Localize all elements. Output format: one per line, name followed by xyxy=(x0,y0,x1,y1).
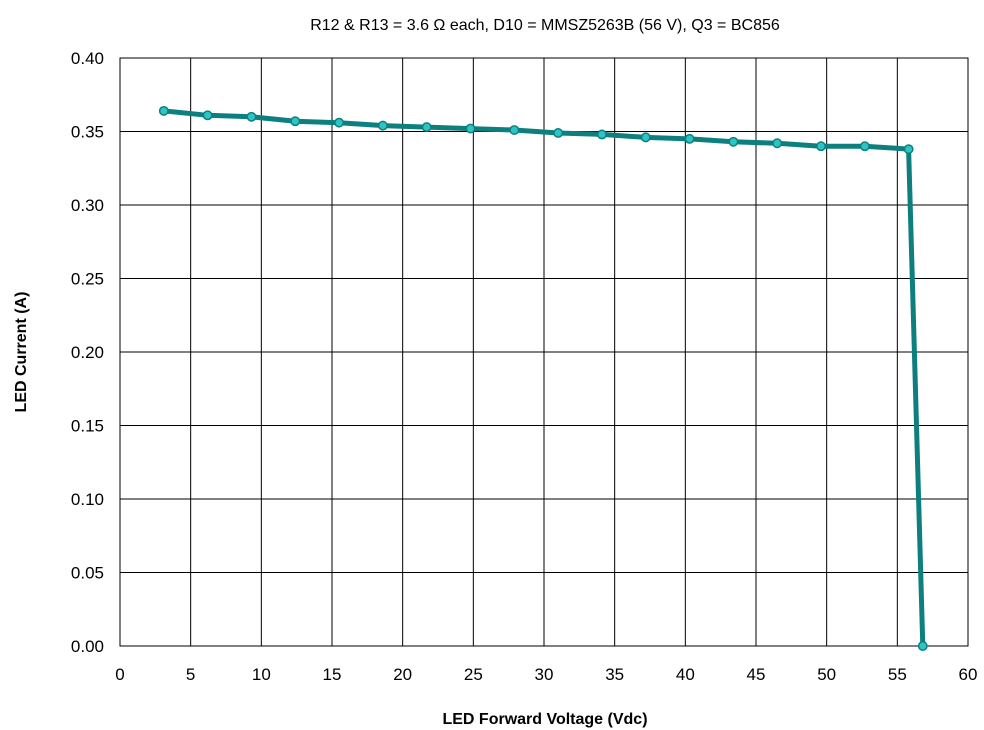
x-tick-label: 45 xyxy=(747,665,766,684)
data-point xyxy=(816,141,826,152)
data-point xyxy=(917,641,928,651)
data-point xyxy=(465,123,476,134)
data-point xyxy=(772,138,783,149)
data-point xyxy=(553,128,564,138)
data-point xyxy=(859,141,870,152)
data-point xyxy=(246,111,257,122)
data-point xyxy=(728,136,739,147)
data-point xyxy=(640,132,651,143)
data-point xyxy=(158,105,169,116)
data-point xyxy=(509,125,520,135)
x-tick-label: 55 xyxy=(888,665,907,684)
chart-title: R12 & R13 = 3.6 Ω each, D10 = MMSZ5263B … xyxy=(310,17,780,34)
data-point xyxy=(596,129,607,140)
x-tick-label: 30 xyxy=(535,665,554,684)
data-point xyxy=(202,110,213,121)
y-axis-label: LED Current (A) xyxy=(13,292,30,413)
x-axis-label: LED Forward Voltage (Vdc) xyxy=(442,711,647,728)
y-tick-label: 0.30 xyxy=(71,196,104,215)
data-point xyxy=(903,144,914,155)
y-tick-label: 0.20 xyxy=(71,343,104,362)
x-tick-label: 40 xyxy=(676,665,695,684)
x-tick-label: 25 xyxy=(464,665,483,684)
x-tick-label: 20 xyxy=(393,665,412,684)
y-tick-label: 0.35 xyxy=(71,123,104,142)
x-tick-label: 0 xyxy=(115,665,124,684)
y-tick-label: 0.05 xyxy=(71,564,104,583)
x-tick-label: 5 xyxy=(186,665,195,684)
y-tick-label: 0.10 xyxy=(71,490,104,509)
x-tick-label: 10 xyxy=(252,665,271,684)
data-series xyxy=(158,105,928,651)
x-tick-label: 50 xyxy=(817,665,836,684)
y-tick-label: 0.25 xyxy=(71,270,104,289)
y-tick-label: 0.00 xyxy=(71,637,104,656)
y-tick-label: 0.15 xyxy=(71,417,104,436)
x-tick-label: 60 xyxy=(959,665,978,684)
data-point xyxy=(377,120,388,131)
data-point xyxy=(334,117,345,128)
data-point xyxy=(290,116,301,127)
plot-area-frame xyxy=(119,57,969,647)
data-point xyxy=(684,133,695,144)
x-tick-label: 35 xyxy=(605,665,624,684)
data-point xyxy=(421,122,432,133)
y-tick-label: 0.40 xyxy=(71,49,104,68)
series-line xyxy=(161,108,926,649)
tick-labels: 0 5 10 15 20 25 30 35 40 45 50 55 60 0.00 0.05 0.10 0.15… xyxy=(71,49,978,684)
x-tick-label: 15 xyxy=(323,665,342,684)
